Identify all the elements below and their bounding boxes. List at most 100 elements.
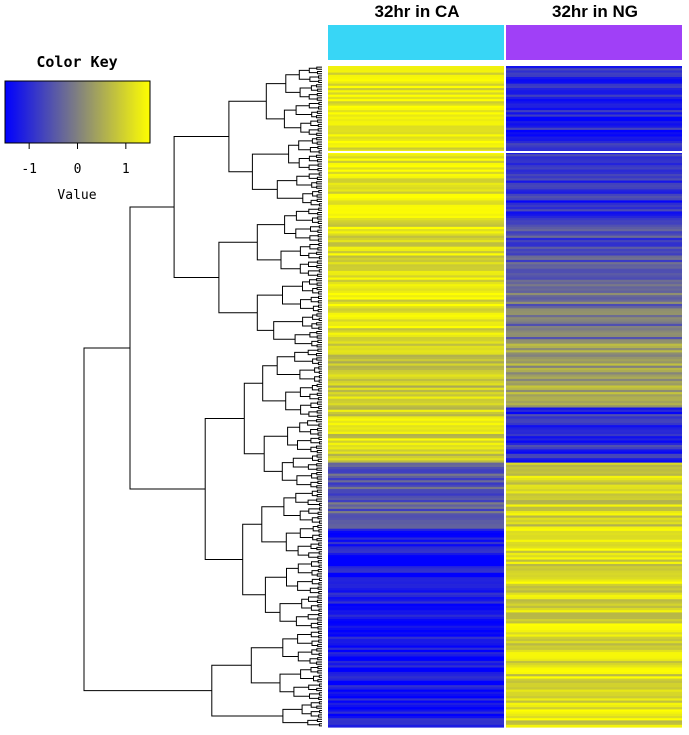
heatmap-cell-ng xyxy=(506,658,682,662)
heatmap-cell-ca xyxy=(328,105,504,109)
heatmap-cell-ng xyxy=(506,546,682,550)
heatmap-cell-ng xyxy=(506,370,682,373)
dendrogram-branch xyxy=(316,687,322,692)
heatmap-cell-ng xyxy=(506,557,682,561)
heatmap-cell-ng xyxy=(506,387,682,391)
heatmap-cell-ca xyxy=(328,619,504,622)
dendrogram-branch xyxy=(316,718,322,722)
dendrogram-branch xyxy=(309,332,318,338)
heatmap-cell-ng xyxy=(506,376,682,380)
heatmap-cell-ng xyxy=(506,634,682,638)
heatmap-cell-ca xyxy=(328,237,504,241)
heatmap-cell-ng xyxy=(506,698,682,702)
heatmap-cell-ca xyxy=(328,451,504,455)
heatmap-cell-ng xyxy=(506,709,682,713)
heatmap-cell-ng xyxy=(506,187,682,190)
heatmap-cell-ng xyxy=(506,420,682,424)
heatmap-cell-ca xyxy=(328,224,504,228)
heatmap-cell-ca xyxy=(328,151,504,155)
heatmap-cell-ng xyxy=(506,513,682,517)
heatmap-cell-ng xyxy=(506,143,682,146)
heatmap-cell-ng xyxy=(506,196,682,199)
heatmap-cell-ca xyxy=(328,323,504,327)
heatmap-cell-ng xyxy=(506,270,682,274)
heatmap-cell-ng xyxy=(506,619,682,622)
heatmap-cell-ca xyxy=(328,497,504,501)
dendrogram-branch xyxy=(316,264,322,269)
dendrogram-branch xyxy=(318,242,322,247)
heatmap-cell-ng xyxy=(506,299,682,303)
heatmap-cell-ca xyxy=(328,354,504,358)
heatmap-cell-ng xyxy=(506,685,682,688)
dendrogram-branch xyxy=(317,569,322,573)
dendrogram-branch xyxy=(307,464,317,470)
heatmap-cell-ca xyxy=(328,663,504,666)
dendrogram-branch xyxy=(318,203,322,207)
heatmap-cell-ng xyxy=(506,151,682,155)
heatmap-cell-ca xyxy=(328,691,504,695)
heatmap-cell-ng xyxy=(506,599,682,603)
heatmap-cell-ng xyxy=(506,524,682,528)
heatmap-cell-ng xyxy=(506,398,682,402)
heatmap-cell-ca xyxy=(328,134,504,138)
dendrogram-branch xyxy=(308,67,318,74)
heatmap-cell-ca xyxy=(328,647,504,651)
dendrogram-branch xyxy=(317,665,322,670)
heatmap-cell-ca xyxy=(328,215,504,219)
heatmap-cell-ca xyxy=(328,641,504,644)
heatmap-cell-ng xyxy=(506,154,682,157)
heatmap-cell-ng xyxy=(506,160,682,164)
heatmap-cell-ca xyxy=(328,193,504,197)
heatmap-cell-ca xyxy=(328,489,504,492)
dendrogram-branch xyxy=(319,502,322,507)
heatmap-cell-ng xyxy=(506,630,682,633)
dendrogram-branch xyxy=(310,622,318,629)
heatmap-cell-ng xyxy=(506,134,682,138)
heatmap-cell-ca xyxy=(328,563,504,567)
heatmap-cell-ca xyxy=(328,574,504,578)
heatmap-cell-ca xyxy=(328,513,504,517)
dendrogram-branch xyxy=(316,476,322,480)
heatmap-cell-ca xyxy=(328,299,504,303)
heatmap-cell-ng xyxy=(506,411,682,415)
heatmap-cell-ca xyxy=(328,685,504,688)
dendrogram-branch xyxy=(317,604,322,608)
heatmap-cell-ng xyxy=(506,262,682,265)
heatmap-cell-ca xyxy=(328,180,504,184)
heatmap-cell-ng xyxy=(506,696,682,699)
heatmap-cell-ca xyxy=(328,396,504,400)
heatmap-cell-ca xyxy=(328,72,504,76)
dendrogram-branch xyxy=(317,123,322,128)
dendrogram-branch xyxy=(318,551,322,555)
heatmap-cell-ca xyxy=(328,240,504,243)
heatmap-cell-ng xyxy=(506,209,682,213)
dendrogram-branch xyxy=(263,435,288,472)
dendrogram-branch xyxy=(316,260,322,264)
heatmap-cell-ng xyxy=(506,612,682,616)
heatmap-cell-ca xyxy=(328,696,504,699)
dendrogram-branch xyxy=(317,427,322,432)
heatmap-cell-ca xyxy=(328,462,504,466)
heatmap-cell-ng xyxy=(506,478,682,481)
heatmap-cell-ng xyxy=(506,678,682,682)
heatmap-cell-ng xyxy=(506,66,682,69)
heatmap-cell-ng xyxy=(506,632,682,636)
heatmap-cell-ca xyxy=(328,537,504,541)
heatmap-cell-ca xyxy=(328,577,504,580)
heatmap-cell-ca xyxy=(328,167,504,171)
heatmap-cell-ca xyxy=(328,478,504,481)
dendrogram-branch xyxy=(316,357,322,361)
heatmap-cell-ng xyxy=(506,442,682,446)
heatmap-cell-ca xyxy=(328,158,504,162)
heatmap-cell-ca xyxy=(328,321,504,325)
dendrogram-branch xyxy=(316,176,322,180)
heatmap-cell-ng xyxy=(506,484,682,488)
dendrogram-branch xyxy=(318,639,322,643)
dendrogram-branch xyxy=(316,322,322,326)
heatmap-cell-ng xyxy=(506,158,682,162)
heatmap-cell-ng xyxy=(506,286,682,290)
heatmap-cell-ca xyxy=(328,702,504,706)
heatmap-cell-ng xyxy=(506,101,682,105)
heatmap-cell-ng xyxy=(506,394,682,398)
heatmap-cell-ca xyxy=(328,612,504,616)
